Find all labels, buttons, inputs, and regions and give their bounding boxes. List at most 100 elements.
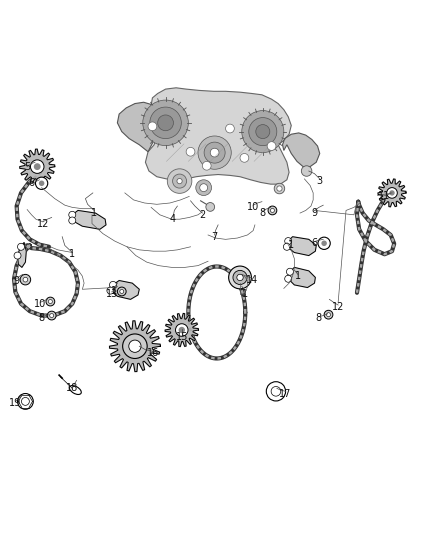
Circle shape [35, 177, 48, 189]
Circle shape [266, 382, 286, 401]
Circle shape [285, 238, 292, 245]
Circle shape [173, 174, 187, 188]
Circle shape [210, 148, 219, 157]
Text: 14: 14 [246, 274, 258, 285]
Text: 12: 12 [37, 219, 49, 229]
Circle shape [242, 110, 284, 152]
Circle shape [129, 340, 141, 352]
Circle shape [48, 300, 53, 303]
Circle shape [148, 122, 157, 131]
Text: 10: 10 [247, 203, 259, 212]
Text: 2: 2 [199, 210, 205, 220]
Polygon shape [110, 321, 160, 372]
Text: 4: 4 [170, 214, 176, 224]
Circle shape [179, 327, 185, 333]
Polygon shape [20, 149, 55, 184]
Text: 8: 8 [39, 313, 45, 323]
Text: 19: 19 [9, 398, 21, 408]
Circle shape [204, 142, 225, 163]
Circle shape [14, 252, 21, 259]
Circle shape [143, 100, 188, 146]
Text: 8: 8 [260, 208, 266, 218]
Circle shape [326, 313, 330, 317]
Circle shape [150, 107, 181, 139]
Text: 16: 16 [147, 348, 159, 358]
Text: 1: 1 [242, 289, 248, 298]
Circle shape [34, 163, 41, 170]
Text: 5: 5 [24, 161, 30, 172]
Circle shape [18, 393, 33, 409]
Circle shape [206, 203, 215, 211]
Circle shape [267, 142, 276, 150]
Circle shape [117, 287, 126, 296]
Text: 7: 7 [212, 232, 218, 242]
Circle shape [229, 266, 251, 289]
Circle shape [277, 186, 282, 191]
Circle shape [321, 240, 327, 246]
Text: 11: 11 [378, 191, 391, 201]
Circle shape [200, 184, 208, 191]
Circle shape [283, 243, 290, 251]
Circle shape [301, 166, 312, 176]
Circle shape [69, 217, 76, 224]
Circle shape [389, 190, 395, 196]
Text: 9: 9 [311, 208, 318, 218]
Circle shape [120, 289, 124, 294]
Polygon shape [165, 313, 198, 346]
Circle shape [268, 206, 277, 215]
Circle shape [23, 277, 28, 282]
Circle shape [107, 287, 114, 294]
Text: 1: 1 [91, 208, 97, 218]
Circle shape [18, 243, 25, 251]
Circle shape [123, 334, 147, 359]
Text: 1: 1 [111, 286, 117, 296]
Polygon shape [71, 211, 106, 229]
Circle shape [46, 297, 55, 306]
Text: 10: 10 [34, 298, 46, 309]
Circle shape [130, 341, 140, 351]
Circle shape [167, 169, 192, 193]
Circle shape [270, 208, 274, 213]
Polygon shape [117, 102, 163, 152]
Polygon shape [283, 133, 320, 167]
Text: 9: 9 [14, 276, 20, 286]
Circle shape [125, 336, 145, 356]
Text: 15: 15 [176, 333, 188, 343]
Text: 8: 8 [316, 313, 322, 323]
Circle shape [69, 211, 76, 219]
Circle shape [20, 274, 31, 285]
Text: 3: 3 [317, 176, 323, 186]
Text: 6: 6 [311, 238, 318, 248]
Text: 6: 6 [28, 178, 35, 188]
Circle shape [49, 313, 53, 318]
Circle shape [202, 161, 211, 170]
Text: 1: 1 [288, 240, 294, 249]
Circle shape [158, 115, 173, 131]
Text: 17: 17 [279, 389, 292, 399]
Circle shape [233, 270, 247, 285]
Polygon shape [288, 268, 315, 287]
Circle shape [31, 160, 44, 173]
Circle shape [249, 118, 277, 146]
Circle shape [198, 136, 231, 169]
Circle shape [110, 281, 117, 288]
Circle shape [177, 179, 182, 184]
Circle shape [226, 124, 234, 133]
Polygon shape [286, 237, 316, 255]
Text: 12: 12 [332, 302, 344, 312]
Polygon shape [145, 88, 291, 184]
Polygon shape [110, 280, 139, 300]
Circle shape [240, 154, 249, 162]
Circle shape [387, 188, 397, 198]
Circle shape [186, 147, 195, 156]
Circle shape [324, 310, 333, 319]
Circle shape [39, 181, 44, 186]
Circle shape [274, 183, 285, 194]
Circle shape [285, 275, 292, 282]
Text: 1: 1 [69, 249, 75, 259]
Circle shape [21, 398, 29, 405]
Polygon shape [378, 179, 406, 207]
Circle shape [318, 237, 330, 249]
Circle shape [286, 268, 293, 275]
Circle shape [271, 386, 281, 396]
